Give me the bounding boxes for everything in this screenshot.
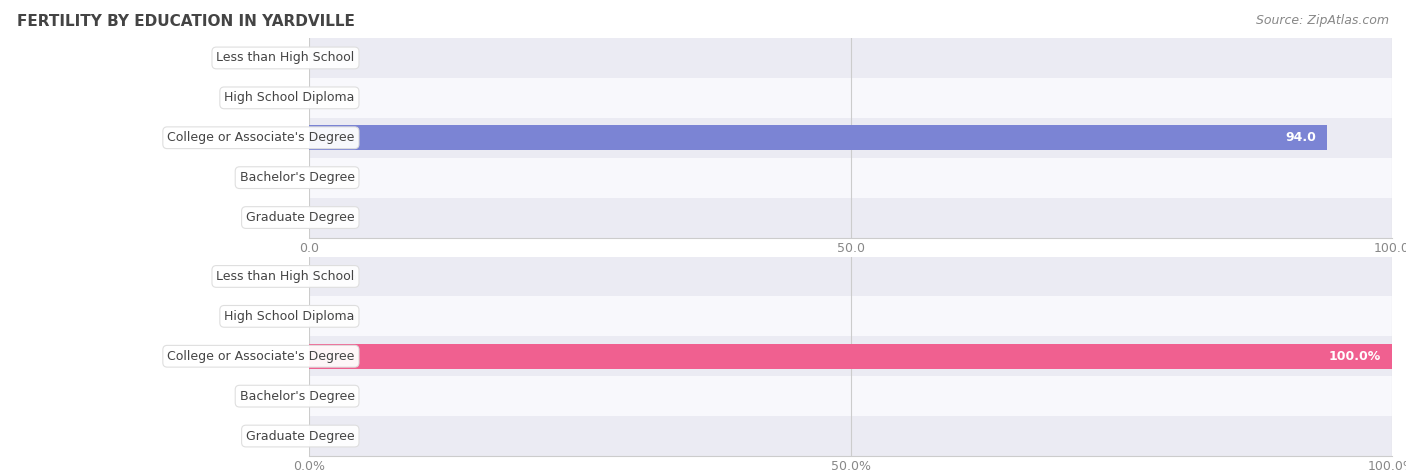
Text: FERTILITY BY EDUCATION IN YARDVILLE: FERTILITY BY EDUCATION IN YARDVILLE: [17, 14, 354, 29]
Text: Less than High School: Less than High School: [217, 270, 354, 283]
Text: College or Associate's Degree: College or Associate's Degree: [167, 350, 354, 363]
Bar: [309, 38, 1392, 78]
Text: Less than High School: Less than High School: [217, 51, 354, 65]
Bar: [309, 125, 1327, 150]
Text: 0.0: 0.0: [326, 171, 346, 184]
Bar: [309, 376, 1392, 416]
Text: 0.0%: 0.0%: [326, 390, 357, 403]
Text: 100.0%: 100.0%: [1329, 350, 1381, 363]
Bar: [309, 78, 1392, 118]
Text: 0.0: 0.0: [326, 51, 346, 65]
Text: Graduate Degree: Graduate Degree: [246, 429, 354, 443]
Text: Bachelor's Degree: Bachelor's Degree: [239, 390, 354, 403]
Text: Graduate Degree: Graduate Degree: [246, 211, 354, 224]
Text: High School Diploma: High School Diploma: [224, 91, 354, 104]
Bar: [309, 198, 1392, 238]
Bar: [309, 118, 1392, 158]
Text: Bachelor's Degree: Bachelor's Degree: [239, 171, 354, 184]
Bar: [309, 256, 1392, 296]
Bar: [309, 344, 1392, 369]
Text: 0.0: 0.0: [326, 211, 346, 224]
Text: Source: ZipAtlas.com: Source: ZipAtlas.com: [1256, 14, 1389, 27]
Text: 94.0: 94.0: [1285, 131, 1316, 144]
Text: 0.0%: 0.0%: [326, 310, 357, 323]
Bar: [309, 158, 1392, 198]
Text: High School Diploma: High School Diploma: [224, 310, 354, 323]
Text: 0.0%: 0.0%: [326, 270, 357, 283]
Text: 0.0: 0.0: [326, 91, 346, 104]
Bar: [309, 416, 1392, 456]
Bar: [309, 296, 1392, 336]
Text: 0.0%: 0.0%: [326, 429, 357, 443]
Text: College or Associate's Degree: College or Associate's Degree: [167, 131, 354, 144]
Bar: [309, 336, 1392, 376]
